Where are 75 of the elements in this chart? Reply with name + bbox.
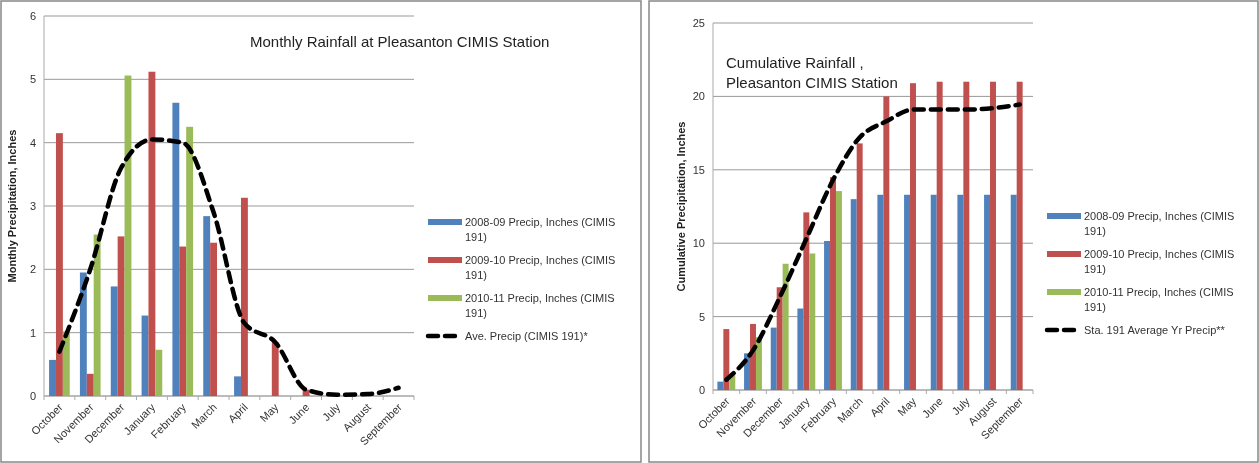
y-tick-label: 25: [692, 17, 705, 29]
bar: [155, 349, 163, 396]
bar: [240, 197, 248, 396]
bar: [117, 236, 125, 396]
bar: [172, 102, 180, 396]
y-tick-label: 15: [692, 163, 705, 176]
bar: [49, 359, 56, 396]
bar: [835, 191, 842, 390]
bar: [877, 194, 884, 390]
bar: [824, 241, 831, 390]
bar: [210, 242, 218, 396]
bar: [1016, 81, 1023, 390]
bar: [910, 83, 916, 390]
y-tick-label: 5: [698, 310, 705, 323]
bar: [990, 81, 996, 390]
bar: [271, 342, 279, 396]
bar: [830, 177, 836, 390]
line-series: [57, 137, 401, 397]
bar: [803, 212, 810, 390]
bar: [963, 81, 970, 390]
bar: [809, 253, 816, 390]
legend-label: Ave. Precip (CIMIS 191)*: [465, 330, 589, 342]
bar: [856, 143, 863, 390]
x-tick-label: July: [949, 394, 973, 418]
bar: [936, 81, 943, 390]
legend-label: 2008-09 Precip, Inches (CIMIS 191): [465, 216, 616, 243]
bar: [904, 194, 911, 390]
bar: [717, 381, 724, 390]
y-tick-label: 10: [692, 237, 705, 250]
bar: [957, 194, 964, 390]
bar: [186, 126, 194, 396]
y-tick-label: 3: [29, 200, 36, 212]
y-tick-label: 1: [29, 326, 36, 339]
bar: [79, 272, 87, 396]
y-tick-label: 0: [29, 390, 36, 402]
bar: [883, 96, 890, 390]
bar: [203, 216, 211, 396]
text: Monthly Rainfall at Pleasanton CIMIS Station: [250, 33, 550, 50]
bar: [62, 331, 70, 396]
x-tick-label: July: [320, 400, 343, 424]
x-tick-label: May: [257, 400, 282, 425]
y-axis-title: Cumulative Precipitation, Inches: [675, 121, 687, 292]
bar: [110, 286, 118, 396]
x-tick-label: May: [895, 394, 919, 419]
bar: [179, 246, 187, 396]
legend-label: Sta. 191 Average Yr Precip**: [1084, 324, 1226, 336]
y-tick-label: 20: [692, 90, 705, 103]
y-tick-label: 6: [29, 10, 36, 22]
y-tick-label: 5: [29, 73, 36, 86]
bar: [755, 337, 762, 390]
bar: [776, 287, 783, 390]
line-series: [724, 102, 1022, 382]
bar: [782, 263, 789, 390]
bar: [850, 199, 857, 390]
bar: [1010, 194, 1017, 390]
bar: [723, 329, 730, 390]
bar: [93, 234, 101, 396]
bar: [234, 376, 241, 396]
y-tick-label: 2: [29, 263, 36, 276]
bar: [984, 194, 991, 390]
bar: [148, 71, 156, 396]
y-tick-label: 0: [698, 384, 705, 396]
y-tick-label: 4: [29, 136, 36, 149]
legend-label: 2009-10 Precip, Inches (CIMIS 191): [465, 254, 616, 281]
bar: [797, 308, 804, 390]
legend-label: 2010-11 Precip, Inches (CIMIS 191): [1084, 286, 1234, 313]
legend-label: 2009-10 Precip, Inches (CIMIS 191): [1084, 248, 1235, 275]
bar: [930, 194, 937, 390]
y-axis-title: Monthly Precipitation, Inches: [6, 129, 18, 283]
legend-label: 2010-11 Precip, Inches (CIMIS 191): [465, 292, 615, 319]
bar: [55, 133, 63, 396]
text: Cumulative Rainfall , Pleasanton CIMIS Station: [726, 54, 898, 91]
bar: [770, 327, 777, 390]
legend-label: 2008-09 Precip, Inches (CIMIS 191): [1084, 210, 1235, 237]
bar: [86, 373, 94, 396]
